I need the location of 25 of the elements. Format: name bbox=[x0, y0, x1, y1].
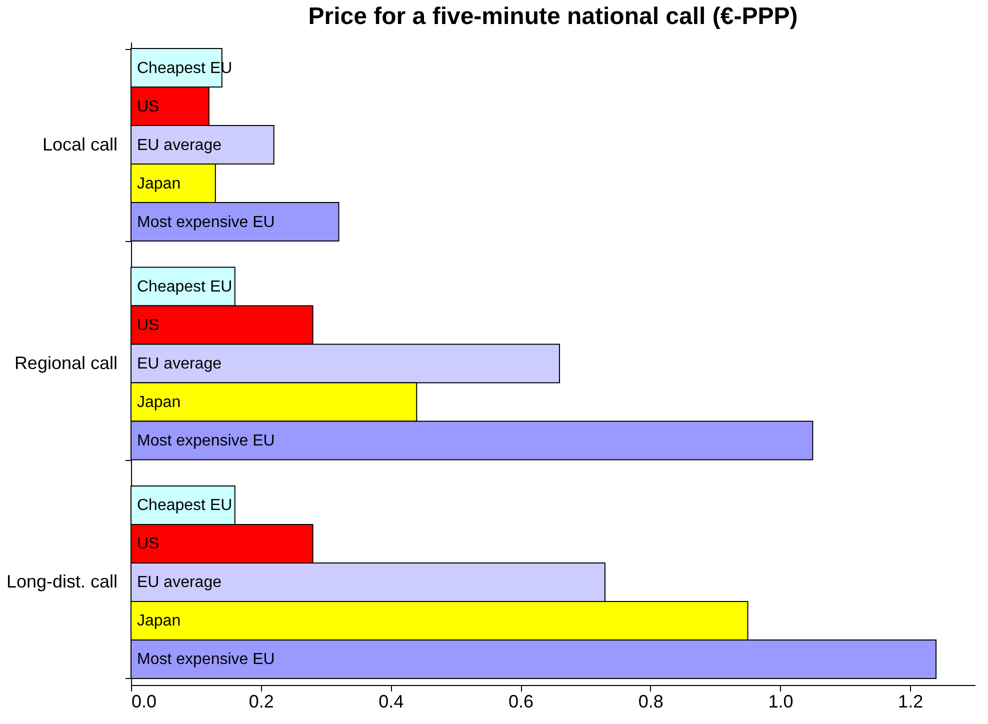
x-tick-label: 1.2 bbox=[898, 692, 924, 712]
text: EU average bbox=[137, 574, 222, 592]
x-tick-label: 0.8 bbox=[638, 692, 664, 712]
text: Most expensive EU bbox=[137, 432, 275, 450]
series-label: Japan bbox=[137, 175, 181, 192]
x-tick-label: 0.4 bbox=[378, 692, 404, 712]
y-tick-label: Local call bbox=[42, 134, 118, 154]
series-label: Most expensive EU bbox=[137, 214, 275, 231]
series-label: EU average bbox=[137, 136, 222, 154]
series-label: US bbox=[137, 98, 160, 116]
text: Most expensive EU bbox=[137, 651, 275, 668]
text: Cheapest EU bbox=[137, 497, 232, 514]
text: US bbox=[137, 536, 160, 553]
x-tick-label: 1.0 bbox=[768, 692, 794, 712]
text: Japan bbox=[137, 612, 181, 630]
text: EU average bbox=[137, 356, 222, 372]
x-tick-label: 0.0 bbox=[132, 692, 157, 712]
y-tick-label: Long-dist. call bbox=[6, 572, 118, 592]
series-label: Cheapest EU bbox=[137, 278, 232, 296]
chart-title: Price for a five-minute national call (€-PPP) bbox=[308, 3, 798, 30]
y-tick-label: Regional call bbox=[14, 353, 118, 373]
x-tick-label: 0.6 bbox=[508, 692, 534, 712]
text: US bbox=[137, 317, 160, 334]
text: Japan bbox=[137, 394, 181, 411]
x-tick-label: 0.2 bbox=[248, 692, 274, 712]
